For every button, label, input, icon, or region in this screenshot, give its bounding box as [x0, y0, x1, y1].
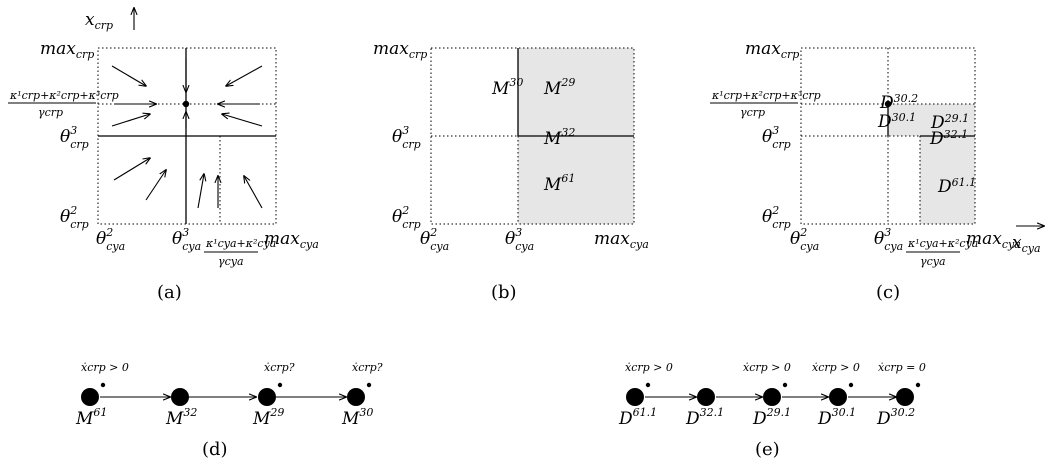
- panel-e-node-d61-1: D61.1 ẋcrp > 0: [618, 361, 673, 429]
- panel-c-max-cya-label: maxcya: [966, 229, 1021, 251]
- panel-a-theta3-cya-label: θ3 cya: [172, 226, 201, 253]
- panel-e-node-d29-1: D29.1 ẋcrp > 0: [743, 361, 791, 429]
- panel-c-region-d29-1: D29.1: [930, 112, 969, 133]
- svg-text:ẋcrp?: ẋcrp?: [352, 361, 383, 374]
- panel-d-node-m61: M61 ẋcrp > 0: [75, 361, 129, 429]
- panel-a-caption: (a): [157, 282, 182, 303]
- panel-c-caption: (c): [876, 282, 900, 303]
- panel-a-theta2-crp-label: θ2 crp: [60, 204, 89, 231]
- svg-text:ẋcrp > 0: ẋcrp > 0: [812, 361, 860, 374]
- svg-text:M30: M30: [341, 406, 373, 429]
- panel-a-max-crp-label: maxcrp: [40, 39, 94, 61]
- panel-b-max-crp-label: maxcrp: [373, 39, 427, 61]
- panel-a-equilibrium-point: [182, 100, 190, 108]
- vector-arrow: [197, 174, 204, 209]
- panel-c-shaded-upper: [888, 104, 975, 136]
- panel-a-max-cya-label: maxcya: [264, 229, 319, 251]
- panel-b-theta2-cya-label: θ2 cya: [420, 226, 449, 253]
- panel-b-theta3-cya-label: θ3 cya: [505, 226, 534, 253]
- panel-c-frac-cya-numerator: κ¹cya+κ²cya: [907, 237, 978, 250]
- panel-d-caption: (d): [202, 439, 228, 460]
- panel-a-frac-cya-denominator: γcya: [218, 255, 244, 268]
- panel-a-theta3-crp-label: θ3 crp: [60, 124, 89, 151]
- vector-arrow: [113, 158, 150, 181]
- panel-b-region-m29: M29: [543, 76, 575, 99]
- panel-b-region-m32: M32: [543, 126, 575, 149]
- panel-a-vector-field: [111, 58, 263, 209]
- svg-text:M32: M32: [165, 406, 197, 429]
- panel-e-node-d32-1: D32.1: [685, 388, 724, 429]
- vector-arrow: [226, 65, 263, 86]
- panel-e-node-d30-1: D30.1 ẋcrp > 0: [812, 361, 860, 429]
- panel-e-caption: (e): [755, 439, 780, 460]
- panel-b-region-m30: M30: [491, 76, 523, 99]
- panel-c-region-d61-1: D61.1: [937, 176, 976, 197]
- svg-text:M29: M29: [252, 406, 284, 429]
- panel-d-node-m30: M30 ẋcrp?: [341, 361, 383, 429]
- panel-a-theta2-cya-label: θ2 cya: [96, 226, 125, 253]
- svg-text:D30.1: D30.1: [817, 406, 856, 429]
- vector-arrow: [111, 114, 150, 127]
- panel-d: M61 ẋcrp > 0 M32 M29 ẋcrp? M30 ẋcrp? (d): [75, 361, 383, 460]
- panel-c: D30.2 D30.1 D29.1 D32.1 D61.1 maxcrp κ¹c…: [710, 39, 1044, 303]
- svg-text:ẋcrp = 0: ẋcrp = 0: [878, 361, 926, 374]
- panel-b-caption: (b): [491, 282, 517, 303]
- panel-b-theta2-crp-label: θ2 crp: [392, 204, 421, 231]
- panel-a: xcrp maxcrp κ¹crp+κ²crp+κ³crp: [8, 8, 319, 303]
- vector-arrow: [222, 114, 263, 127]
- panel-c-x-axis-label: xcya: [1012, 233, 1041, 255]
- panel-b-box: [430, 47, 635, 225]
- panel-c-region-d30-1: D30.1: [877, 111, 916, 132]
- panel-c-frac-crp-denominator: γcrp: [740, 106, 765, 119]
- panel-e-node-d30-2: D30.2 ẋcrp = 0: [876, 361, 926, 429]
- svg-text:M61: M61: [75, 406, 107, 429]
- vector-arrow: [111, 65, 146, 86]
- panel-b-theta3-crp-label: θ3 crp: [392, 124, 421, 151]
- panel-d-node-m29: M29 ẋcrp?: [252, 361, 295, 429]
- panel-b-max-cya-label: maxcya: [594, 229, 649, 251]
- svg-text:ẋcrp > 0: ẋcrp > 0: [81, 361, 129, 374]
- panel-a-frac-crp-numerator: κ¹crp+κ²crp+κ³crp: [9, 89, 119, 102]
- panel-c-region-d32-1: D32.1: [929, 128, 968, 149]
- panel-c-frac-crp-numerator: κ¹crp+κ²crp+κ³crp: [711, 89, 821, 102]
- panel-b: M30 M29 M32 M61 maxcrp θ3 crp θ2 crp θ2 cya…: [373, 39, 649, 303]
- panel-c-frac-cya-denominator: γcya: [920, 255, 946, 268]
- panel-a-frac-cya-numerator: κ¹cya+κ²cya: [205, 237, 276, 250]
- panel-a-frac-crp-denominator: γcrp: [38, 106, 63, 119]
- svg-text:ẋcrp > 0: ẋcrp > 0: [625, 361, 673, 374]
- panel-c-theta2-cya-label: θ2 cya: [790, 226, 819, 253]
- panel-c-equilibrium-point: [884, 100, 892, 108]
- panel-c-region-d30-2: D30.2: [879, 92, 918, 113]
- svg-text:D32.1: D32.1: [685, 406, 724, 429]
- panel-b-region-m61: M61: [543, 172, 575, 195]
- svg-text:D30.2: D30.2: [876, 406, 915, 429]
- panel-c-shaded-lower: [920, 136, 975, 224]
- vector-arrow: [145, 170, 166, 201]
- panel-d-node-m32: M32: [165, 388, 197, 429]
- panel-e: D61.1 ẋcrp > 0 D32.1 D29.1 ẋcrp > 0 D30.…: [618, 361, 926, 460]
- panel-c-theta3-cya-label: θ3 cya: [874, 226, 903, 253]
- vector-arrow: [244, 176, 263, 209]
- panel-a-y-axis-label: xcrp: [85, 10, 113, 32]
- panel-c-theta2-crp-label: θ2 crp: [762, 204, 791, 231]
- panel-c-theta3-crp-label: θ3 crp: [762, 124, 791, 151]
- svg-text:ẋcrp > 0: ẋcrp > 0: [743, 361, 791, 374]
- panel-c-max-crp-label: maxcrp: [745, 39, 799, 61]
- svg-text:D61.1: D61.1: [618, 406, 657, 429]
- svg-text:D29.1: D29.1: [752, 406, 791, 429]
- svg-text:ẋcrp?: ẋcrp?: [264, 361, 295, 374]
